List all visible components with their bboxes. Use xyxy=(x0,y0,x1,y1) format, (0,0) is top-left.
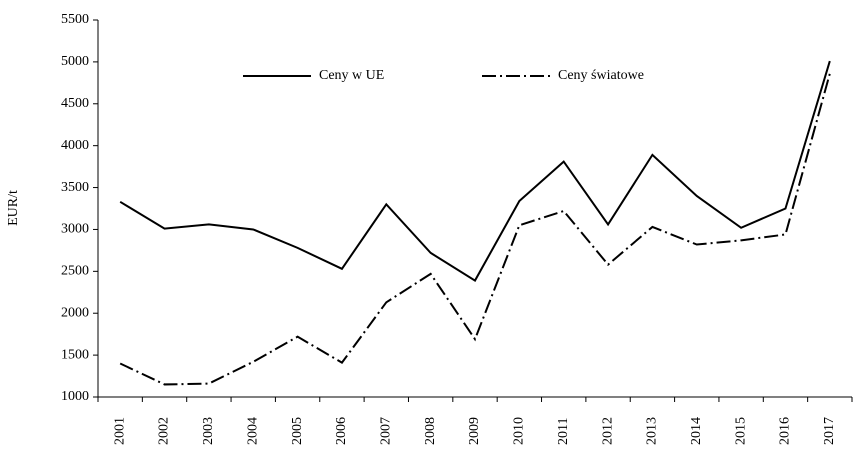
y-tick-label: 2000 xyxy=(61,305,89,320)
y-tick-label: 5000 xyxy=(61,54,89,69)
x-tick-label: 2011 xyxy=(556,418,571,445)
x-tick-label: 2015 xyxy=(733,417,748,445)
x-tick-label: 2017 xyxy=(822,417,837,445)
x-tick-label: 2016 xyxy=(778,417,793,445)
x-tick-label: 2005 xyxy=(290,417,305,445)
x-tick-label: 2001 xyxy=(112,417,127,445)
legend-label: Ceny w UE xyxy=(319,68,384,83)
y-tick-label: 2500 xyxy=(61,264,89,279)
y-tick-label: 1000 xyxy=(61,389,89,404)
y-tick-label: 4000 xyxy=(61,138,89,153)
y-axis-label: EUR/t xyxy=(6,190,21,226)
y-tick-label: 3000 xyxy=(61,222,89,237)
x-tick-label: 2013 xyxy=(645,417,660,445)
x-tick-label: 2008 xyxy=(423,417,438,445)
x-tick-label: 2014 xyxy=(689,417,704,445)
x-tick-label: 2006 xyxy=(334,417,349,445)
x-tick-label: 2007 xyxy=(379,417,394,445)
series-line xyxy=(119,60,831,282)
y-tick-label: 1500 xyxy=(61,347,89,362)
y-tick-label: 3500 xyxy=(61,180,89,195)
x-tick-label: 2010 xyxy=(512,417,527,445)
y-tick-label: 5500 xyxy=(61,12,89,27)
x-tick-label: 2002 xyxy=(157,417,172,445)
x-tick-label: 2012 xyxy=(600,417,615,445)
series-line xyxy=(119,73,831,386)
x-tick-label: 2003 xyxy=(201,417,216,445)
y-tick-label: 4500 xyxy=(61,96,89,111)
legend-label: Ceny światowe xyxy=(558,68,644,83)
x-tick-label: 2009 xyxy=(467,417,482,445)
x-tick-label: 2004 xyxy=(245,417,260,445)
